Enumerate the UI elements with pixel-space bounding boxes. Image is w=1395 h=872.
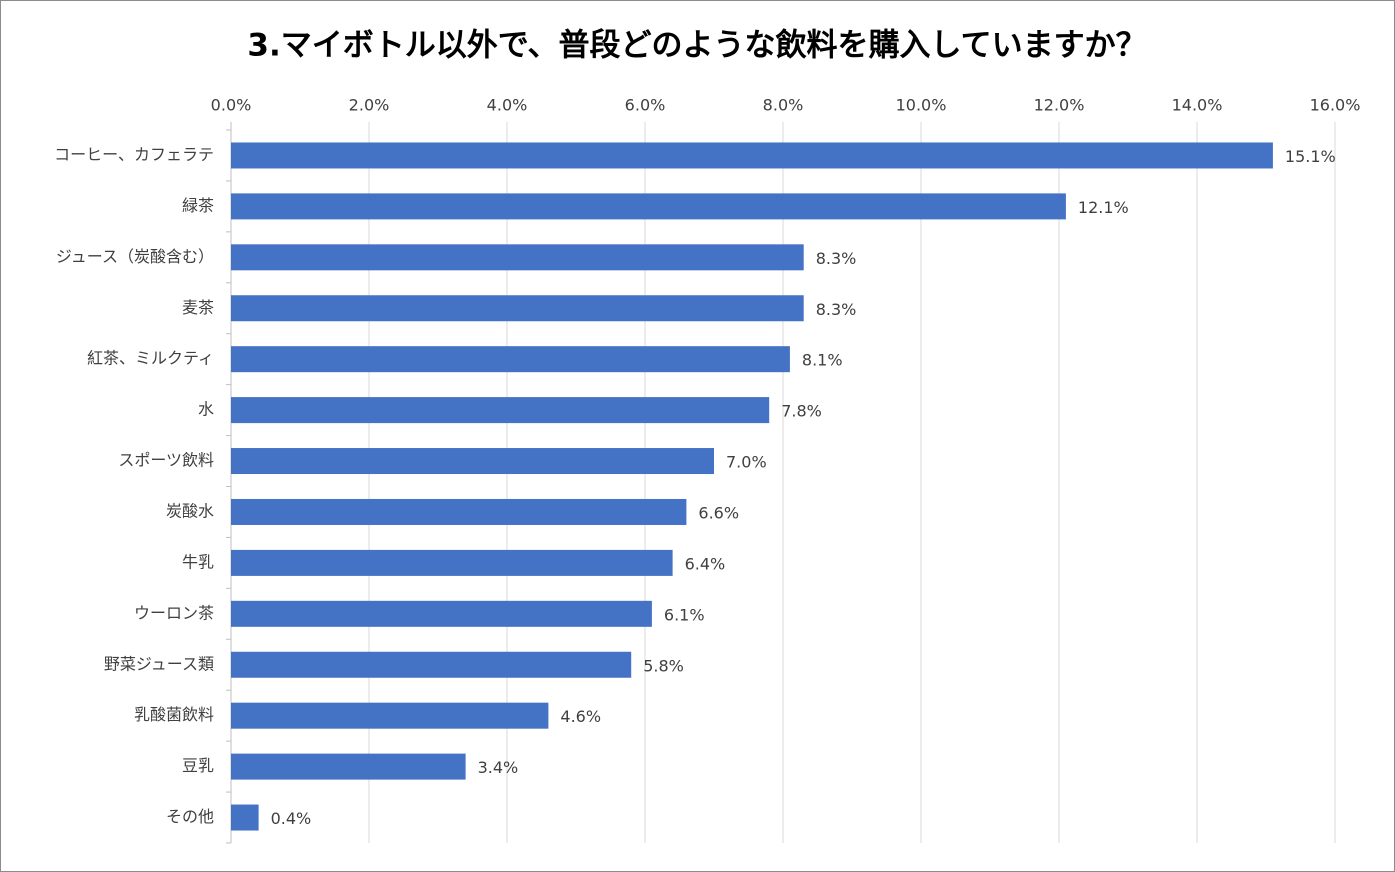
x-tick-label: 4.0% <box>487 96 528 115</box>
data-label: 8.3% <box>816 249 857 268</box>
data-label: 6.1% <box>664 605 705 624</box>
data-label: 6.4% <box>685 554 726 573</box>
y-tick-label: スポーツ飲料 <box>118 451 214 470</box>
y-tick-label: 緑茶 <box>182 196 214 215</box>
bar <box>231 448 714 475</box>
y-tick-label: その他 <box>166 807 214 826</box>
y-tick-label: ウーロン茶 <box>134 603 214 622</box>
bar <box>231 804 259 831</box>
data-label: 15.1% <box>1285 147 1336 166</box>
data-label: 0.4% <box>271 809 312 828</box>
y-tick-label: 紅茶、ミルクティ <box>87 349 214 368</box>
data-label: 7.8% <box>781 402 822 421</box>
x-tick-label: 16.0% <box>1310 96 1361 115</box>
bar <box>231 295 804 322</box>
bar <box>231 193 1066 220</box>
bar <box>231 753 466 780</box>
bar <box>231 498 687 525</box>
chart-title: 3.マイボトル以外で、普段どのような飲料を購入していますか？ <box>247 28 1146 64</box>
x-tick-label: 2.0% <box>349 96 390 115</box>
bar <box>231 600 652 627</box>
bar <box>231 142 1273 169</box>
y-tick-label: ジュース（炭酸含む） <box>56 247 214 266</box>
y-tick-label: 乳酸菌飲料 <box>134 705 214 724</box>
x-tick-label: 0.0% <box>211 96 252 115</box>
x-tick-label: 8.0% <box>763 96 804 115</box>
data-label: 8.1% <box>802 351 843 370</box>
data-label: 4.6% <box>560 707 601 726</box>
data-label: 7.0% <box>726 453 767 472</box>
data-label: 3.4% <box>478 758 519 777</box>
x-tick-label: 10.0% <box>896 96 947 115</box>
bar <box>231 346 790 373</box>
y-tick-label: 炭酸水 <box>166 501 214 520</box>
y-tick-label: 牛乳 <box>182 552 214 571</box>
y-tick-label: 水 <box>198 400 214 419</box>
data-label: 8.3% <box>816 300 857 319</box>
x-tick-label: 14.0% <box>1172 96 1223 115</box>
bar <box>231 549 673 576</box>
data-label: 6.6% <box>698 503 739 522</box>
bar <box>231 397 770 424</box>
x-tick-label: 12.0% <box>1034 96 1085 115</box>
bar <box>231 244 804 271</box>
data-label: 5.8% <box>643 656 684 675</box>
bar <box>231 702 549 729</box>
bar <box>231 651 632 678</box>
y-tick-label: 豆乳 <box>182 756 214 775</box>
y-tick-label: 野菜ジュース類 <box>104 654 214 673</box>
y-tick-label: コーヒー、カフェラテ <box>54 145 214 164</box>
x-tick-label: 6.0% <box>625 96 666 115</box>
y-tick-label: 麦茶 <box>182 298 214 317</box>
data-label: 12.1% <box>1078 198 1129 217</box>
